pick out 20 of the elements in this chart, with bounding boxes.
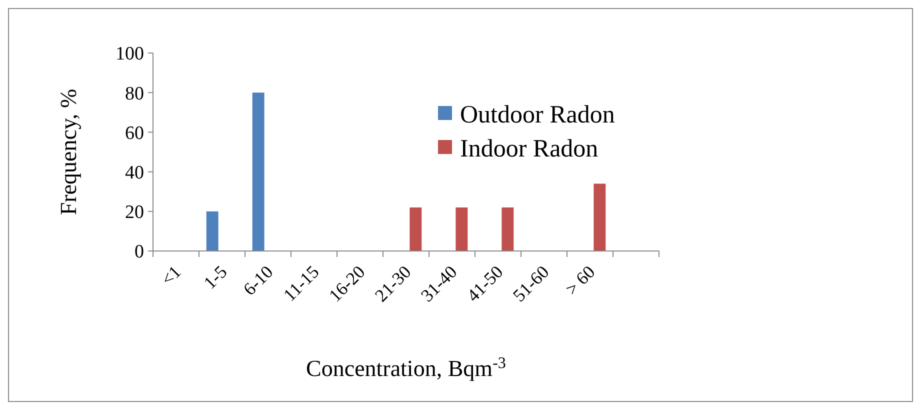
- y-tick-label: 20: [125, 202, 144, 224]
- bar: [252, 92, 264, 251]
- x-tick-label: 1-5: [200, 262, 231, 293]
- y-tick-label: 80: [125, 83, 144, 104]
- legend-label: Outdoor Radon: [460, 102, 616, 128]
- x-axis-title: Concentration, Bqm$^{-3}$: [306, 354, 506, 381]
- bar: [594, 184, 606, 251]
- legend-label: Indoor Radon: [460, 136, 599, 162]
- bar: [456, 207, 468, 251]
- x-tick-label: <1: [157, 262, 185, 290]
- y-tick-label: 0: [134, 242, 144, 263]
- y-tick-label: 60: [125, 122, 144, 144]
- bar: [410, 207, 422, 251]
- x-tick-label: 6-10: [239, 262, 277, 300]
- bar: [502, 207, 514, 251]
- y-tick-label: 100: [116, 44, 144, 65]
- x-tick-label: > 60: [562, 262, 599, 299]
- y-tick-label: 40: [125, 162, 144, 184]
- bar: [206, 211, 218, 251]
- y-axis-title: Frequency, %: [56, 88, 81, 216]
